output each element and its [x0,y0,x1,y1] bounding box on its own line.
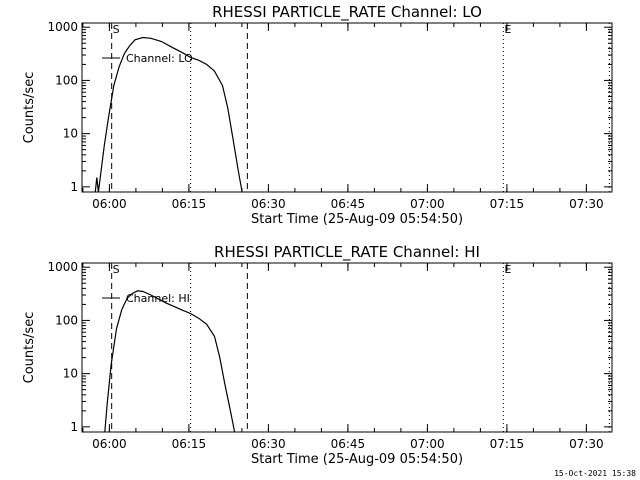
panel-2-marker-label-s: S [113,263,120,276]
panel-1-y-tick-label-1000: 1000 [47,20,78,34]
panel-1-x-tick-label-07:30: 07:30 [569,197,604,211]
panel-2-title: RHESSI PARTICLE_RATE Channel: HI [214,243,480,262]
panel-1-y-tick-label-100: 100 [55,73,78,87]
panel-2-y-axis-label: Counts/sec [22,312,37,384]
panel-2-x-tick-label-07:15: 07:15 [490,437,525,451]
panel-1-title: RHESSI PARTICLE_RATE Channel: LO [212,3,482,22]
panel-2-frame [81,262,613,433]
panel-1-marker-label-s: S [113,23,120,36]
panel-2-y-tick-label-1000: 1000 [47,260,78,274]
panel-2-y-tick-label-10: 10 [63,367,78,381]
panel-1-x-tick-label-06:45: 06:45 [331,197,366,211]
panel-1-x-tick-label-07:15: 07:15 [490,197,525,211]
panel-1-marker-label-e: E [504,23,511,36]
panel-1-series-line [94,36,243,192]
panel-1-y-axis-label: Counts/sec [22,72,37,144]
panel-1-y-tick-label-10: 10 [63,127,78,141]
panel-2-x-tick-label-06:15: 06:15 [172,437,207,451]
panel-2-x-tick-label-07:00: 07:00 [410,437,445,451]
panel-2-y-tick-label-100: 100 [55,313,78,327]
panel-2-x-tick-label-06:45: 06:45 [331,437,366,451]
panel-2-x-tick-label-06:00: 06:00 [92,437,127,451]
panel-1-x-tick-label-06:30: 06:30 [251,197,286,211]
panel-2-x-axis-label: Start Time (25-Aug-09 05:54:50) [251,452,463,467]
panel-1-x-tick-label-06:00: 06:00 [92,197,127,211]
panel-2-y-tick-label-1: 1 [70,420,78,434]
plot-date-stamp: 15-Oct-2021 15:38 [554,469,636,478]
panel-1-frame [81,22,613,193]
panel-1-x-tick-label-06:15: 06:15 [172,197,207,211]
panel-2-marker-label-e: E [504,263,511,276]
panel-1-y-tick-label-1: 1 [70,180,78,194]
panel-1-legend-label: Channel: LO [126,52,193,65]
panel-1-x-tick-label-07:00: 07:00 [410,197,445,211]
panel-2-x-tick-label-07:30: 07:30 [569,437,604,451]
panel-1-x-axis-label: Start Time (25-Aug-09 05:54:50) [251,212,463,227]
panel-2-series-line [104,290,236,432]
panel-2-x-tick-label-06:30: 06:30 [251,437,286,451]
